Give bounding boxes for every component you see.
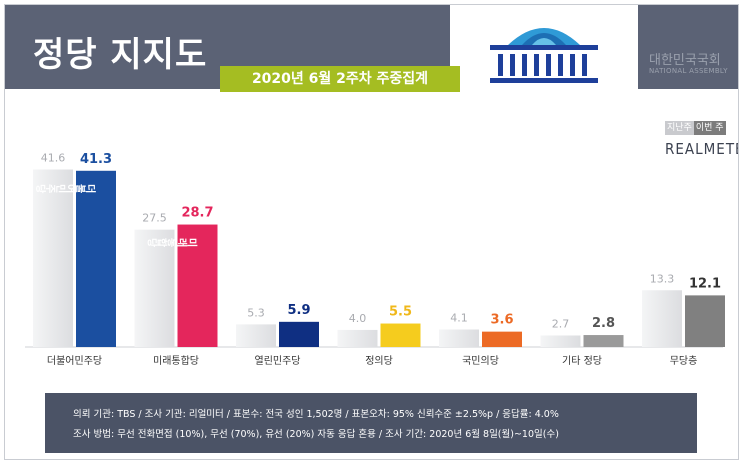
assembly-building-icon xyxy=(490,28,598,83)
data-label-previous: 5.3 xyxy=(247,306,265,319)
category-label: 더불어민주당 xyxy=(47,355,102,367)
bar-current xyxy=(583,335,624,347)
data-label-previous: 27.5 xyxy=(142,212,167,225)
infographic-frame: 정당 지지도 2020년 6월 2주차 주중집계 대한민국국회 NATIONAL… xyxy=(4,4,739,460)
bar-current xyxy=(482,331,522,347)
bar-previous xyxy=(33,169,73,347)
realmeter-logo: REALMETER xyxy=(665,140,738,158)
data-label-previous: 4.0 xyxy=(349,312,367,325)
bar-previous xyxy=(540,335,581,347)
legend: 지난주 이번 주 xyxy=(665,121,726,135)
category-label: 미래통합당 xyxy=(153,355,199,367)
footer-line-1: 의뢰 기관: TBS / 조사 기관: 리얼미터 / 표본수: 전국 성인 1,… xyxy=(73,409,559,420)
category-label: 정의당 xyxy=(365,355,393,367)
bar-current xyxy=(380,323,421,347)
bar-current xyxy=(279,321,319,347)
data-label-previous: 4.1 xyxy=(450,312,468,325)
category-label: 무당층 xyxy=(670,355,698,367)
data-label-current: 2.8 xyxy=(592,316,615,331)
bar-current xyxy=(177,224,218,347)
data-label-previous: 13.3 xyxy=(650,272,675,285)
bar-previous xyxy=(439,329,479,347)
category-label: 열린민주당 xyxy=(255,355,301,367)
bar-current xyxy=(76,170,116,347)
category-label: 기타 정당 xyxy=(562,355,602,367)
bar-previous xyxy=(134,229,175,347)
data-label-previous: 2.7 xyxy=(552,317,570,330)
legend-previous: 지난주 xyxy=(665,121,694,135)
data-label-current: 3.6 xyxy=(490,313,513,328)
data-label-current: 12.1 xyxy=(689,276,721,291)
bar-previous xyxy=(642,290,682,347)
footer-line-2: 조사 방법: 무선 전화면접 (10%), 무선 (70%), 유선 (20%)… xyxy=(73,429,559,440)
data-label-current: 5.9 xyxy=(287,303,310,318)
assembly-logo-panel xyxy=(450,5,638,89)
data-label-current: 5.5 xyxy=(389,305,412,320)
page-title: 정당 지지도 xyxy=(33,35,208,75)
category-label: 국민의당 xyxy=(462,355,499,367)
survey-info-footer: 의뢰 기관: TBS / 조사 기관: 리얼미터 / 표본수: 전국 성인 1,… xyxy=(45,393,697,453)
survey-period-banner: 2020년 6월 2주차 주중집계 xyxy=(220,66,460,92)
bar-party-name: 더불어민주당 xyxy=(35,181,97,193)
data-label-current: 41.3 xyxy=(80,152,112,167)
legend-current: 이번 주 xyxy=(693,121,726,135)
bar-current xyxy=(685,295,725,347)
bar-previous xyxy=(236,324,276,347)
assembly-name-ko: 대한민국국회 xyxy=(649,53,721,68)
data-label-previous: 41.6 xyxy=(41,152,66,165)
assembly-name-en: NATIONAL ASSEMBLY xyxy=(649,67,728,75)
bar-party-name: 미래통합당 xyxy=(147,235,199,247)
bar-previous xyxy=(337,329,378,347)
data-label-current: 28.7 xyxy=(181,206,213,221)
